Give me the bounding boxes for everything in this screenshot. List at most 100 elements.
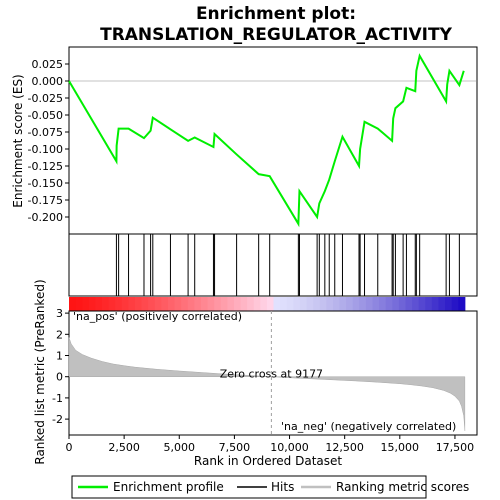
heat-segment <box>379 297 387 311</box>
heat-segment <box>299 297 308 311</box>
heat-segment <box>319 297 327 311</box>
es-ytick-label: -0.150 <box>28 177 63 190</box>
heat-segment <box>233 297 242 311</box>
es-ytick-label: -0.175 <box>28 194 63 207</box>
heat-segment <box>385 297 393 311</box>
heat-segment <box>134 297 143 311</box>
pos-correlated-label: 'na_pos' (positively correlated) <box>73 310 242 323</box>
es-ytick-label: -0.125 <box>28 160 63 173</box>
heat-segment <box>445 297 453 311</box>
heat-segment <box>88 297 96 311</box>
heat-segment <box>332 297 341 311</box>
heat-segment <box>240 297 248 311</box>
legend-hits-label: Hits <box>271 480 294 494</box>
xtick-label: 2,500 <box>108 441 140 454</box>
heat-segment <box>161 297 169 311</box>
heat-segment <box>405 297 413 311</box>
es-ytick-label: -0.200 <box>28 211 63 224</box>
metric-ytick-label: -2 <box>52 413 63 426</box>
x-axis-label: Rank in Ordered Dataset <box>194 454 342 468</box>
heat-segment <box>365 297 374 311</box>
heat-segment <box>293 297 301 311</box>
legend-metric-label: Ranking metric scores <box>336 480 469 494</box>
heat-segment <box>451 297 459 311</box>
enrichment-profile-line <box>68 53 465 228</box>
xtick-label: 15,000 <box>381 441 420 454</box>
heat-segment <box>392 297 400 311</box>
es-ytick-label: 0.000 <box>32 75 64 88</box>
heat-segment <box>313 297 321 311</box>
heat-segment <box>266 297 275 311</box>
metric-ytick-label: 3 <box>56 307 63 320</box>
heat-segment <box>69 297 77 311</box>
heat-segment <box>121 297 129 311</box>
xtick-label: 5,000 <box>164 441 196 454</box>
heat-segment <box>214 297 222 311</box>
heat-segment <box>115 297 123 311</box>
heat-segment <box>398 297 406 311</box>
heat-segment <box>260 297 268 311</box>
xtick-label: 12,500 <box>325 441 364 454</box>
heat-segment <box>431 297 439 311</box>
heat-segment <box>167 297 176 311</box>
es-ytick-label: -0.100 <box>28 143 63 156</box>
heat-segment <box>128 297 136 311</box>
heat-segment <box>227 297 235 311</box>
xtick-label: 7,500 <box>219 441 251 454</box>
zero-cross-label: Zero cross at 9177 <box>220 368 323 381</box>
heat-segment <box>148 297 156 311</box>
heat-segment <box>286 297 294 311</box>
xtick-label: 0 <box>66 441 73 454</box>
metric-axis-label: Ranked list metric (PreRanked) <box>33 279 47 464</box>
heat-segment <box>82 297 90 311</box>
heat-segment <box>425 297 433 311</box>
heat-segment <box>438 297 446 311</box>
es-ytick-label: 0.025 <box>32 58 64 71</box>
metric-ytick-label: 1 <box>56 350 63 363</box>
rank-color-bar <box>69 297 466 311</box>
heat-segment <box>247 297 255 311</box>
heat-segment <box>280 297 288 311</box>
es-axis-label: Enrichment score (ES) <box>11 74 25 207</box>
heat-segment <box>200 297 209 311</box>
metric-ytick-label: -1 <box>52 392 63 405</box>
heat-segment <box>273 297 281 311</box>
heat-segment <box>253 297 261 311</box>
heat-segment <box>346 297 354 311</box>
hits-panel <box>68 233 478 297</box>
es-ytick-label: -0.050 <box>28 109 63 122</box>
heat-segment <box>339 297 347 311</box>
heat-segment <box>306 297 314 311</box>
heat-segment <box>141 297 149 311</box>
heat-segment <box>108 297 116 311</box>
heat-segment <box>418 297 426 311</box>
heat-segment <box>326 297 334 311</box>
metric-ytick-label: 2 <box>56 328 63 341</box>
heat-segment <box>412 297 420 311</box>
es-panel <box>68 46 478 235</box>
heat-segment <box>458 297 466 311</box>
chart-title-line2: TRANSLATION_REGULATOR_ACTIVITY <box>100 25 452 45</box>
heat-segment <box>207 297 215 311</box>
es-ytick-label: -0.075 <box>28 126 63 139</box>
heat-segment <box>359 297 367 311</box>
heat-segment <box>220 297 228 311</box>
heat-segment <box>372 297 380 311</box>
heat-segment <box>181 297 189 311</box>
chart-title-line1: Enrichment plot: <box>196 4 356 24</box>
ranked-metric-area <box>68 337 466 431</box>
heat-segment <box>101 297 110 311</box>
es-ytick-label: -0.025 <box>28 92 63 105</box>
neg-correlated-label: 'na_neg' (negatively correlated) <box>281 420 456 433</box>
heat-segment <box>75 297 83 311</box>
metric-ytick-label: 0 <box>56 371 63 384</box>
legend-enrichment-label: Enrichment profile <box>113 480 224 494</box>
xtick-label: 17,500 <box>436 441 475 454</box>
heat-segment <box>352 297 360 311</box>
heat-segment <box>154 297 162 311</box>
heat-segment <box>174 297 182 311</box>
heat-segment <box>95 297 103 311</box>
heat-segment <box>187 297 195 311</box>
xtick-label: 10,000 <box>270 441 309 454</box>
